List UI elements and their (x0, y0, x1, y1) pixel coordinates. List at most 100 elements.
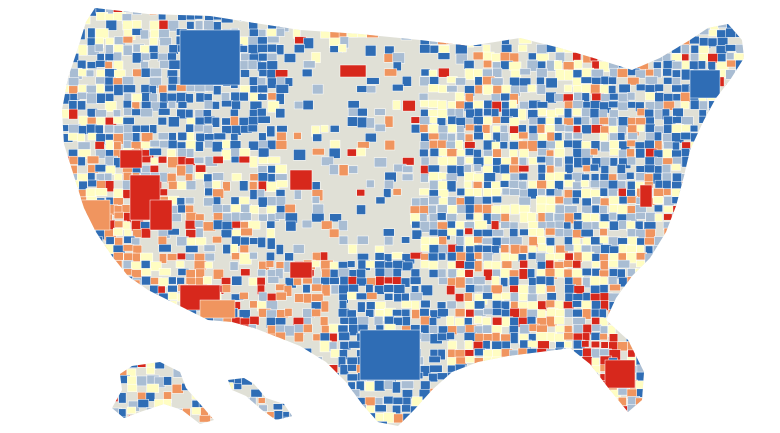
county-cell-light-blue (95, 292, 108, 302)
county-cell-red (78, 389, 90, 398)
county-cell-dark-blue (266, 251, 275, 261)
county-cell-red (636, 275, 649, 287)
county-cell-orange (581, 396, 594, 406)
county-cell-dark-blue (688, 27, 697, 36)
county-cell-red (590, 293, 601, 302)
county-cell-dark-blue (248, 116, 259, 126)
county-cell-dark-blue (401, 429, 413, 433)
county-cell-pale-yellow (744, 324, 756, 335)
county-cell-light-blue (69, 220, 80, 229)
county-cell-light-blue (193, 156, 205, 164)
county-cell-dark-blue (437, 52, 451, 60)
county-cell-dark-blue (95, 8, 106, 14)
county-cell-dark-blue (167, 139, 178, 149)
county-cell-light-blue (645, 396, 654, 409)
county-cell-orange (392, 188, 402, 196)
county-cell-light-blue (123, 324, 134, 335)
county-cell-pale-yellow (212, 180, 221, 189)
county-cell-orange (626, 324, 636, 332)
county-cell-pale-yellow (508, 61, 522, 71)
county-cell-dark-blue (618, 83, 631, 93)
county-cell-pale-yellow (698, 220, 712, 229)
county-cell-pale-yellow (167, 300, 178, 312)
county-cell-pale-yellow (220, 388, 233, 397)
county-cell-light-blue (600, 156, 611, 167)
county-cell-orange (537, 396, 548, 406)
county-cell-pale-yellow (716, 380, 725, 389)
county-cell-orange (311, 283, 324, 292)
county-cell-orange (599, 253, 609, 262)
county-cell-light-blue (698, 172, 708, 184)
county-cell-light-blue (428, 13, 439, 24)
county-cell-dark-blue (725, 309, 734, 320)
county-cell-light-blue (149, 67, 162, 77)
county-cell-dark-blue (177, 13, 187, 21)
county-cell-red (96, 269, 107, 279)
county-cell-pale-yellow (725, 277, 738, 288)
county-cell-light-blue (328, 21, 341, 33)
county-cell-dark-blue (526, 316, 537, 326)
county-cell-pale-yellow (275, 389, 286, 401)
county-cell-dark-blue (698, 212, 708, 223)
county-cell-pale-yellow (267, 100, 280, 113)
county-cell-dark-blue (77, 28, 86, 40)
county-cell-red (690, 412, 702, 421)
county-cell-orange (239, 244, 249, 253)
county-cell-light-blue (158, 340, 168, 351)
county-cell-pale-yellow (347, 291, 358, 300)
county-cell-light-blue (725, 8, 738, 14)
county-cell-light-blue (240, 419, 251, 426)
county-cell-light-blue (698, 141, 707, 150)
county-cell-orange (311, 371, 320, 382)
county-cell-orange (95, 252, 107, 262)
county-cell-orange (275, 331, 286, 342)
county-cell-dark-blue (455, 19, 469, 28)
county-cell-dark-blue (248, 20, 259, 30)
county-cell-pale-yellow (733, 380, 743, 389)
county-cell-dark-blue (463, 60, 475, 70)
county-cell-pale-yellow (671, 316, 683, 327)
county-cell-dark-blue (221, 125, 233, 134)
county-cell-dark-blue (707, 341, 720, 352)
county-cell-dark-blue (509, 387, 522, 396)
county-cell-red (599, 396, 612, 408)
county-cell-orange (419, 20, 431, 31)
county-cell-dark-blue (464, 261, 476, 270)
county-cell-dark-blue (437, 308, 449, 318)
county-cell-orange (501, 260, 513, 269)
county-cell-pale-yellow (537, 365, 548, 374)
county-cell-dark-blue (482, 292, 493, 300)
county-cell-pale-yellow (239, 356, 249, 368)
county-cell-light-blue (599, 179, 609, 189)
county-cell-dark-blue (383, 284, 395, 293)
county-cell-dark-blue (483, 108, 493, 117)
county-cell-light-blue (554, 157, 563, 168)
county-cell-pale-yellow (456, 269, 466, 277)
county-cell-dark-blue (671, 244, 683, 256)
county-cell-dark-blue (519, 364, 532, 373)
county-cell-dark-blue (662, 261, 671, 269)
county-cell-pale-yellow (707, 229, 721, 238)
county-cell-dark-blue (726, 101, 738, 111)
county-cell-dark-blue (257, 93, 268, 101)
county-cell-dark-blue (95, 404, 108, 414)
county-cell-light-blue (302, 381, 315, 390)
county-cell-pale-yellow (697, 244, 711, 256)
county-cell-dark-blue (581, 124, 592, 135)
county-cell-light-blue (67, 11, 81, 23)
county-cell-light-blue (545, 365, 554, 377)
county-cell-pale-yellow (654, 323, 664, 336)
county-cell-dark-blue (158, 108, 171, 116)
county-cell-dark-blue (643, 389, 657, 399)
county-cell-pale-yellow (288, 397, 292, 406)
county-cell-pale-yellow (689, 211, 702, 223)
county-cell-orange (384, 68, 398, 77)
county-cell-dark-blue (78, 292, 89, 301)
county-cell-red (186, 420, 197, 426)
county-cell-pale-yellow (563, 45, 573, 53)
county-cell-dark-blue (745, 212, 755, 220)
county-cell-pale-yellow (177, 340, 191, 353)
county-cell-red (240, 268, 251, 277)
county-cell-dark-blue (572, 293, 585, 301)
county-cell-pale-yellow (527, 412, 536, 424)
